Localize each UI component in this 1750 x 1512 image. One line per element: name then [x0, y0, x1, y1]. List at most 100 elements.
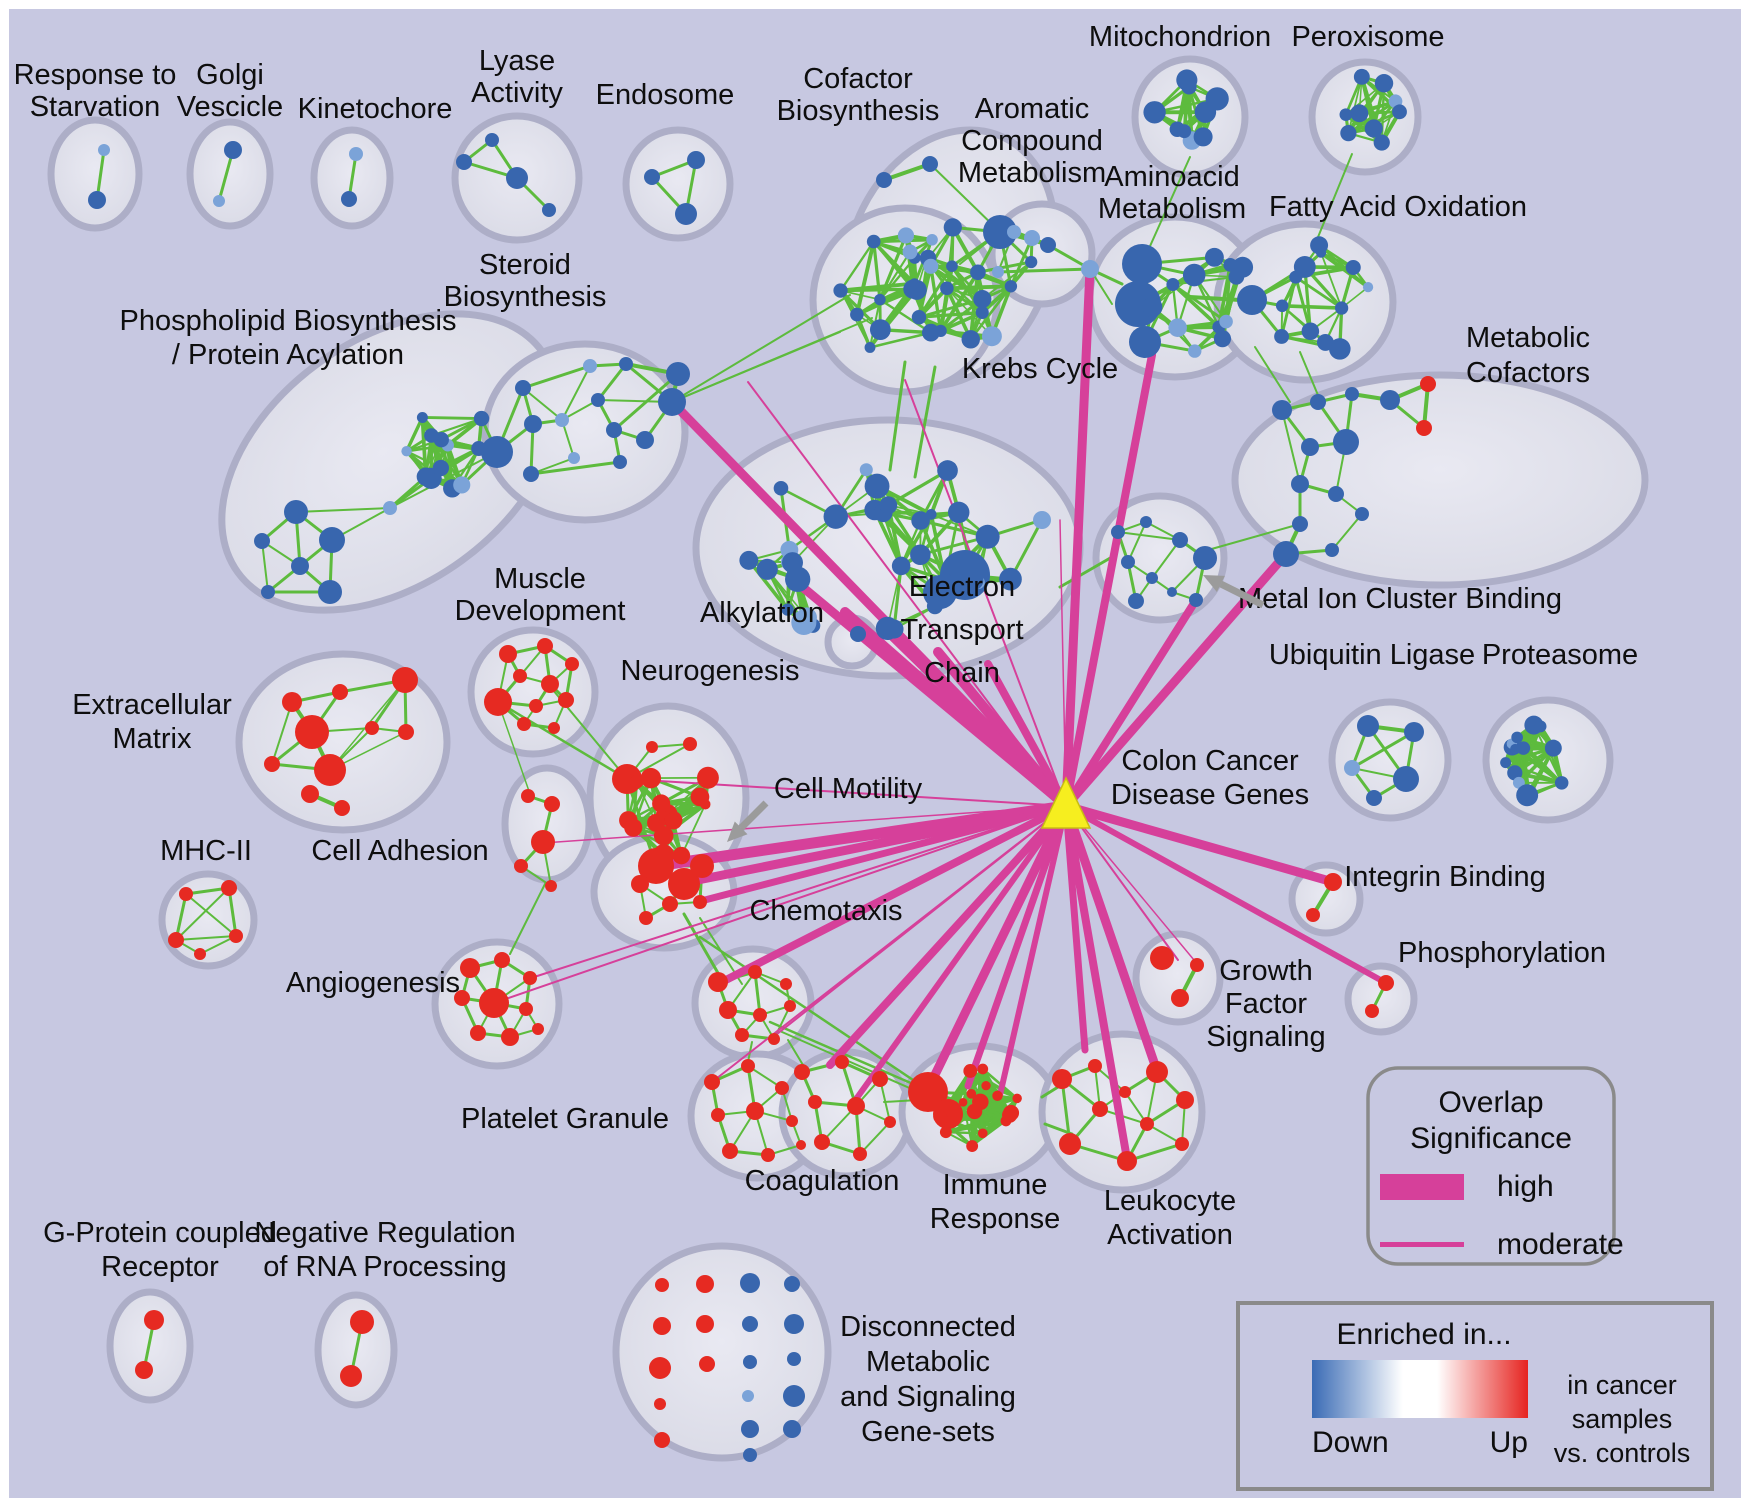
node-krebs-cycle-10[interactable] — [867, 235, 881, 249]
node-muscle-development-0[interactable] — [499, 645, 517, 663]
node-muscle-development-9[interactable] — [548, 722, 560, 734]
node-proteasome-2[interactable] — [1555, 776, 1568, 789]
node-cofactor-biosynthesis-16[interactable] — [1025, 256, 1037, 268]
node-cell-adhesion-1[interactable] — [544, 796, 560, 812]
node-aminoacid-metabolism-10[interactable] — [1228, 269, 1244, 285]
node-metabolic-cofactors-12[interactable] — [1273, 541, 1299, 567]
node-electron-transport-chain-9[interactable] — [976, 525, 1000, 549]
node-immune-response-7[interactable] — [981, 1081, 990, 1090]
node-steroid-biosynthesis-2[interactable] — [619, 357, 633, 371]
node-immune-response-12[interactable] — [978, 1128, 988, 1138]
node-metal-ion-cluster-binding-2[interactable] — [1172, 532, 1188, 548]
node-disconnected-gene-sets-9[interactable] — [742, 1316, 758, 1332]
node-electron-transport-chain-26[interactable] — [782, 552, 803, 573]
node-aminoacid-metabolism-12[interactable] — [1214, 330, 1231, 347]
node-neurogenesis-15[interactable] — [697, 767, 719, 789]
node-platelet-granule-4[interactable] — [746, 1102, 764, 1120]
node-steroid-biosynthesis-10[interactable] — [613, 455, 627, 469]
node-phospholipid-biosynthesis-6[interactable] — [318, 580, 342, 604]
node-platelet-granule-8[interactable] — [796, 1140, 806, 1150]
node-leukocyte-activation-7[interactable] — [1059, 1133, 1081, 1155]
node-coagulation-6[interactable] — [814, 1134, 830, 1150]
node-aromatic-compound-metabolism-0[interactable] — [1007, 225, 1021, 239]
node-leukocyte-activation-8[interactable] — [1117, 1151, 1137, 1171]
node-muscle-development-3[interactable] — [513, 669, 527, 683]
node-steroid-biosynthesis-9[interactable] — [523, 466, 539, 482]
node-lyase-activity-0[interactable] — [485, 133, 499, 147]
node-growth-factor-signaling-0[interactable] — [1150, 946, 1174, 970]
node-leukocyte-activation-0[interactable] — [1052, 1069, 1072, 1089]
node-immune-response-2[interactable] — [963, 1064, 977, 1078]
node-phospholipid-biosynthesis-1[interactable] — [383, 501, 397, 515]
node-leukocyte-activation-1[interactable] — [1088, 1059, 1102, 1073]
node-g-protein-coupled-receptor-0[interactable] — [144, 1310, 164, 1330]
node-cofactor-biosynthesis-6[interactable] — [1005, 280, 1017, 292]
node-steroid-biosynthesis-5[interactable] — [555, 413, 569, 427]
node-angiogenesis-6[interactable] — [470, 1025, 486, 1041]
node-platelet-granule-6[interactable] — [722, 1143, 738, 1159]
node-neurogenesis-4[interactable] — [673, 847, 691, 865]
node-lyase-activity-2[interactable] — [506, 167, 528, 189]
node-neurogenesis-17[interactable] — [665, 813, 679, 827]
node-metabolic-cofactors-0[interactable] — [1272, 400, 1292, 420]
node-extracellular-matrix-0[interactable] — [282, 692, 302, 712]
node-proteasome-12[interactable] — [1516, 784, 1538, 806]
node-angiogenesis-8[interactable] — [532, 1023, 544, 1035]
node-negative-regulation-rna-0[interactable] — [350, 1310, 374, 1334]
node-ubiquitin-ligase-4[interactable] — [1366, 790, 1382, 806]
node-metal-ion-cluster-binding-3[interactable] — [1193, 546, 1217, 570]
node-krebs-cycle-13[interactable] — [903, 245, 918, 260]
cluster-region-response-to-starvation[interactable] — [51, 120, 139, 228]
node-coagulation-1[interactable] — [835, 1055, 849, 1069]
node-cofactor-biosynthesis-1[interactable] — [876, 172, 892, 188]
node-response-to-starvation-1[interactable] — [88, 191, 106, 209]
node-phosphorylation-1[interactable] — [1365, 1004, 1379, 1018]
node-platelet-granule-5[interactable] — [786, 1115, 798, 1127]
node-immune-response-17[interactable] — [959, 1098, 968, 1107]
node-immune-response-18[interactable] — [935, 1112, 948, 1125]
node-aromatic-compound-metabolism-2[interactable] — [1040, 237, 1056, 253]
node-negative-regulation-rna-1[interactable] — [340, 1365, 362, 1387]
node-fatty-acid-oxidation-7[interactable] — [1276, 300, 1288, 312]
node-proteasome-3[interactable] — [1545, 740, 1562, 757]
node-disconnected-gene-sets-17[interactable] — [783, 1385, 805, 1407]
node-phospholipid-biosynthesis-15[interactable] — [417, 412, 428, 423]
node-electron-transport-chain-18[interactable] — [910, 544, 931, 565]
node-leukocyte-activation-9[interactable] — [1175, 1137, 1189, 1151]
node-metal-ion-cluster-binding-8[interactable] — [1128, 593, 1144, 609]
node-electron-transport-chain-16[interactable] — [892, 557, 911, 576]
node-growth-factor-signaling-2[interactable] — [1171, 989, 1189, 1007]
node-fatty-acid-oxidation-0[interactable] — [1237, 285, 1267, 315]
node-integrin-binding-0[interactable] — [1324, 873, 1342, 891]
node-cofactor-biosynthesis-14[interactable] — [962, 330, 980, 348]
node-disconnected-gene-sets-4[interactable] — [654, 1432, 670, 1448]
node-cofactor-biosynthesis-13[interactable] — [912, 310, 926, 324]
node-phospholipid-biosynthesis-12[interactable] — [433, 460, 449, 476]
node-angiogenesis-4[interactable] — [479, 988, 509, 1018]
node-peroxisome-1[interactable] — [1340, 108, 1353, 121]
node-neurogenesis-1[interactable] — [646, 741, 658, 753]
node-metal-ion-cluster-binding-4[interactable] — [1121, 555, 1135, 569]
node-krebs-cycle-6[interactable] — [833, 283, 847, 297]
node-muscle-development-5[interactable] — [484, 688, 512, 716]
node-fatty-acid-oxidation-3[interactable] — [1363, 282, 1373, 292]
node-phospholipid-biosynthesis-17[interactable] — [474, 411, 489, 426]
node-leukocyte-activation-4[interactable] — [1176, 1091, 1194, 1109]
node-chemotaxis-4[interactable] — [753, 1008, 767, 1022]
node-endosome-0[interactable] — [687, 151, 705, 169]
node-phospholipid-biosynthesis-16[interactable] — [471, 441, 486, 456]
node-disconnected-gene-sets-1[interactable] — [653, 1317, 671, 1335]
node-steroid-biosynthesis-6[interactable] — [524, 415, 542, 433]
node-electron-transport-chain-33[interactable] — [824, 504, 848, 528]
cluster-region-phosphorylation[interactable] — [1348, 966, 1414, 1032]
node-cell-motility-6[interactable] — [639, 911, 653, 925]
node-aromatic-compound-metabolism-1[interactable] — [992, 266, 1004, 278]
node-krebs-cycle-7[interactable] — [874, 294, 885, 305]
node-coagulation-0[interactable] — [794, 1064, 810, 1080]
node-ubiquitin-ligase-0[interactable] — [1357, 715, 1379, 737]
node-extracellular-matrix-5[interactable] — [398, 724, 414, 740]
node-ubiquitin-ligase-3[interactable] — [1393, 766, 1419, 792]
node-fatty-acid-oxidation-4[interactable] — [1302, 322, 1320, 340]
node-fatty-acid-oxidation-11[interactable] — [1346, 260, 1361, 275]
node-disconnected-gene-sets-16[interactable] — [787, 1352, 801, 1366]
